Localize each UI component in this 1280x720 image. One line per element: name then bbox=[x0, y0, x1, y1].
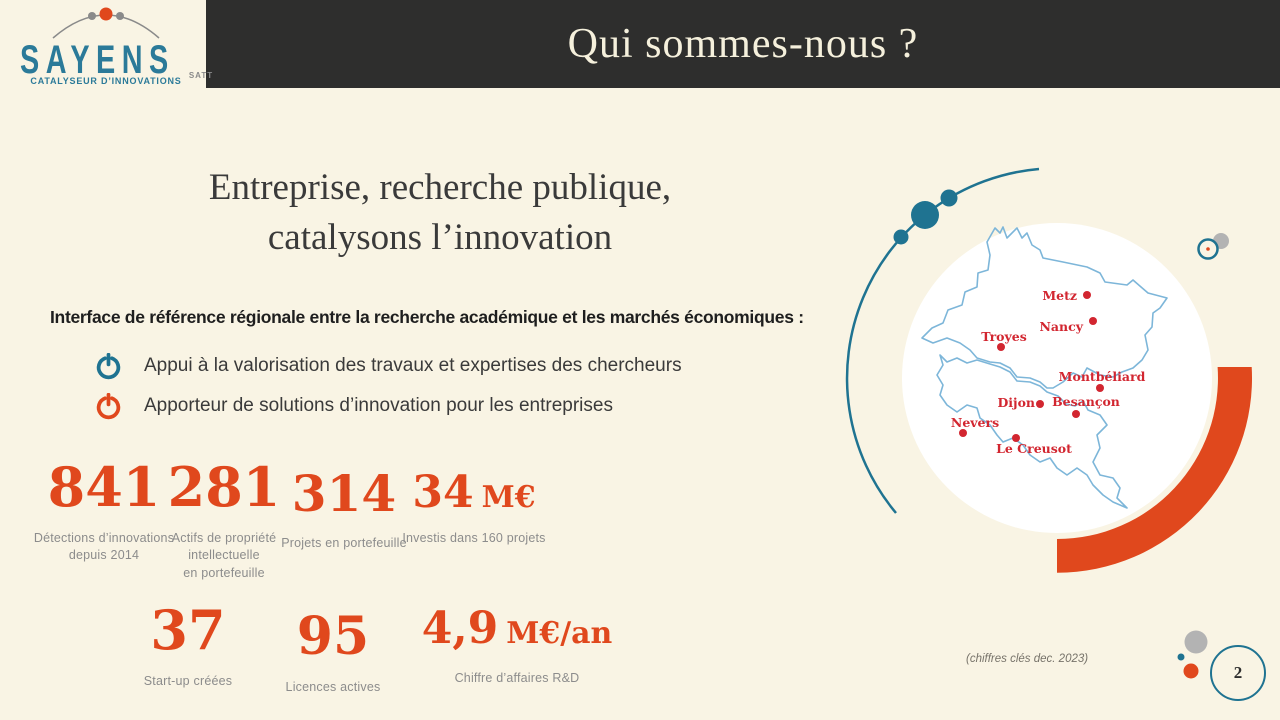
stat-label: Projets en portefeuille bbox=[281, 535, 407, 550]
stat-actifs-pi: 281 Actifs de propriété intellectuelle e… bbox=[168, 459, 281, 582]
stat-value: 314 bbox=[291, 464, 397, 523]
page-number-badge: 2 bbox=[1210, 645, 1266, 701]
region-bourgogne-franche-comte bbox=[936, 354, 1128, 509]
orange-arc bbox=[1057, 367, 1253, 573]
teal-dot-large bbox=[911, 201, 939, 229]
red-dot bbox=[1183, 663, 1199, 679]
stat-value: 841 bbox=[47, 455, 161, 519]
city-dot-besançon bbox=[1072, 410, 1080, 418]
footnote: (chiffres clés dec. 2023) bbox=[966, 653, 1089, 665]
logo-wordmark: SAYENS SATT bbox=[20, 40, 212, 80]
bullet-valorisation: Appui à la valorisation des travaux et e… bbox=[95, 351, 682, 381]
mini-red-dot bbox=[1206, 247, 1210, 251]
stat-label: Chiffre d’affaires R&D bbox=[454, 671, 580, 686]
teal-dot-small bbox=[893, 229, 909, 245]
page-number: 2 bbox=[1233, 663, 1243, 682]
city-dot-nancy bbox=[1089, 317, 1097, 325]
stat-startups: 37 Start-up créées bbox=[144, 602, 232, 690]
power-icon bbox=[96, 392, 121, 419]
heading-line-2: catalysons l’innovation bbox=[267, 216, 613, 258]
main-heading: Entreprise, recherche publique, catalyso… bbox=[60, 163, 820, 263]
city-dot-metz bbox=[1083, 291, 1091, 299]
stat-detections: 841 Détections d’innovations depuis 2014 bbox=[34, 459, 174, 565]
teal-dot-medium bbox=[940, 189, 958, 207]
stat-value: 34 M€ bbox=[412, 467, 536, 518]
city-dot-troyes bbox=[997, 343, 1005, 351]
stat-value: 95 bbox=[296, 606, 370, 667]
logo-tagline: CATALYSEUR D’INNOVATIONS bbox=[30, 76, 182, 86]
map-cities: Metz Nancy Troyes Montbéliard Dijon Besançon N… bbox=[951, 288, 1146, 456]
city-dot-nevers bbox=[959, 429, 967, 437]
header-bar: Qui sommes-nous ? bbox=[206, 0, 1280, 88]
intro-text: Interface de référence régionale entre l… bbox=[50, 307, 804, 327]
city-label-nevers: Nevers bbox=[951, 415, 999, 430]
stat-value: 37 bbox=[150, 598, 226, 662]
city-label-troyes: Troyes bbox=[981, 329, 1027, 344]
city-dot-le-creusot bbox=[1012, 434, 1020, 442]
city-label-dijon: Dijon bbox=[997, 395, 1035, 410]
city-label-le-creusot: Le Creusot bbox=[996, 441, 1072, 456]
logo-sub: SATT bbox=[188, 71, 214, 80]
stat-label: Investis dans 160 projets bbox=[402, 531, 546, 546]
city-dot-dijon bbox=[1036, 400, 1044, 408]
bullet-text: Appui à la valorisation des travaux et e… bbox=[144, 355, 682, 376]
bullet-text: Apporteur de solutions d’innovation pour… bbox=[144, 395, 613, 416]
city-label-metz: Metz bbox=[1042, 288, 1077, 303]
stat-investis: 34 M€ Investis dans 160 projets bbox=[402, 467, 546, 548]
bullet-solutions: Apporteur de solutions d’innovation pour… bbox=[95, 391, 613, 421]
region-grand-est bbox=[921, 226, 1168, 389]
gray-dot bbox=[1184, 630, 1208, 654]
stat-label: Start-up créées bbox=[143, 673, 233, 688]
stat-licences: 95 Licences actives bbox=[285, 606, 381, 696]
heading-line-1: Entreprise, recherche publique, bbox=[208, 167, 672, 208]
stat-value: 4,9 M€/an bbox=[421, 603, 613, 654]
region-map: Metz Nancy Troyes Montbéliard Dijon Besançon N… bbox=[921, 226, 1168, 509]
city-label-nancy: Nancy bbox=[1040, 319, 1084, 334]
stat-label: Licences actives bbox=[285, 679, 381, 694]
logo-orbit-icon bbox=[52, 7, 160, 39]
teal-arc bbox=[845, 167, 1040, 514]
stat-projets: 314 Projets en portefeuille bbox=[281, 464, 407, 552]
sayens-logo: SAYENS SATT CATALYSEUR D’INNOVATIONS bbox=[20, 6, 212, 86]
city-dot-montbéliard bbox=[1096, 384, 1104, 392]
teal-dot-tiny bbox=[1177, 653, 1185, 661]
stat-label: Actifs de propriété intellectuelle en po… bbox=[171, 530, 277, 580]
city-label-besançon: Besançon bbox=[1052, 394, 1120, 409]
city-label-montbéliard: Montbéliard bbox=[1059, 369, 1146, 384]
map-circle bbox=[902, 223, 1212, 533]
stat-value: 281 bbox=[167, 455, 281, 519]
stat-ca-rd: 4,9 M€/an Chiffre d’affaires R&D bbox=[421, 603, 613, 688]
stat-label: Détections d’innovations depuis 2014 bbox=[33, 530, 175, 563]
page-title: Qui sommes-nous ? bbox=[567, 21, 919, 67]
power-icon bbox=[96, 352, 121, 379]
logo-brand: SAYENS bbox=[20, 38, 175, 82]
